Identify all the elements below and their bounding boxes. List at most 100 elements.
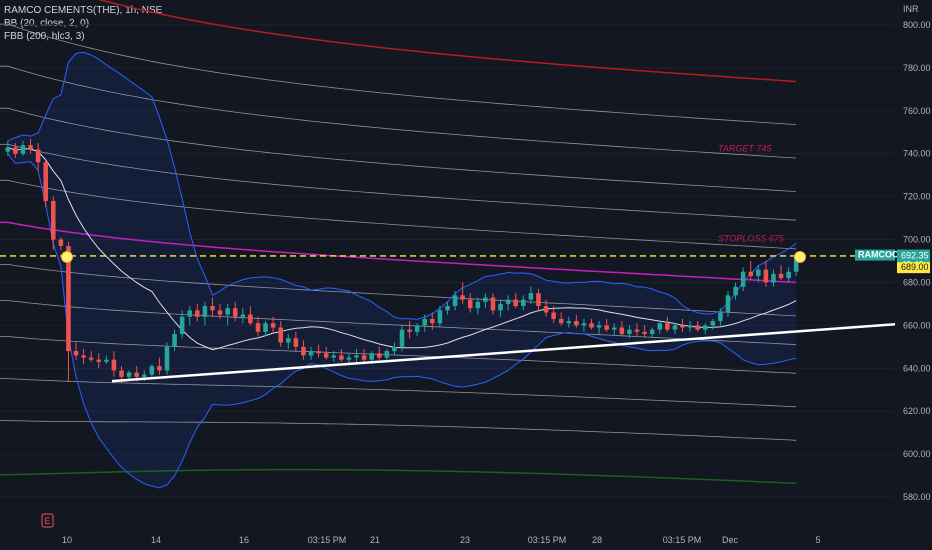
- alert-marker-left[interactable]: [61, 250, 73, 263]
- candle[interactable]: [467, 293, 473, 313]
- candle[interactable]: [301, 340, 306, 360]
- candle[interactable]: [323, 346, 329, 360]
- candle[interactable]: [536, 288, 541, 311]
- candle[interactable]: [202, 301, 208, 326]
- candle[interactable]: [521, 295, 526, 311]
- trendline[interactable]: [111, 323, 896, 383]
- candle[interactable]: [88, 351, 94, 362]
- candle[interactable]: [733, 282, 738, 300]
- symbol-tag[interactable]: RAMCOCEM: [858, 250, 912, 260]
- candle[interactable]: [66, 241, 71, 382]
- earnings-icon[interactable]: [41, 513, 54, 528]
- candle[interactable]: [665, 316, 670, 332]
- candle[interactable]: [96, 353, 102, 369]
- candle[interactable]: [210, 297, 215, 317]
- candle[interactable]: [611, 323, 617, 337]
- candle[interactable]: [164, 342, 170, 375]
- candle[interactable]: [680, 318, 685, 332]
- candle[interactable]: [702, 323, 708, 334]
- candle[interactable]: [187, 306, 193, 326]
- candle[interactable]: [278, 321, 283, 347]
- candle[interactable]: [687, 321, 693, 332]
- candle[interactable]: [354, 348, 359, 364]
- candle[interactable]: [483, 293, 488, 309]
- candle[interactable]: [627, 325, 632, 339]
- candle[interactable]: [392, 342, 397, 356]
- candle[interactable]: [308, 346, 314, 360]
- candle[interactable]: [361, 348, 367, 362]
- candle[interactable]: [445, 301, 450, 315]
- candle[interactable]: [232, 301, 238, 322]
- candle[interactable]: [248, 306, 253, 326]
- candle[interactable]: [725, 291, 731, 317]
- candle[interactable]: [316, 344, 321, 358]
- candle[interactable]: [634, 323, 640, 337]
- candle[interactable]: [596, 321, 602, 334]
- candle[interactable]: [28, 138, 33, 154]
- candle[interactable]: [225, 303, 230, 326]
- candle[interactable]: [740, 267, 746, 292]
- candle[interactable]: [407, 321, 412, 339]
- candle[interactable]: [5, 140, 11, 156]
- candle[interactable]: [771, 269, 776, 287]
- target-annotation[interactable]: TARGET 745: [718, 144, 772, 154]
- candle[interactable]: [346, 353, 352, 364]
- candle[interactable]: [255, 316, 261, 337]
- alert-marker-right[interactable]: [794, 250, 806, 263]
- candle[interactable]: [786, 267, 791, 283]
- candle[interactable]: [528, 286, 534, 304]
- candle[interactable]: [270, 316, 276, 334]
- candle[interactable]: [35, 143, 41, 171]
- candle[interactable]: [157, 357, 162, 375]
- candle[interactable]: [195, 303, 200, 322]
- candle[interactable]: [642, 325, 647, 339]
- candle[interactable]: [73, 342, 79, 360]
- candle[interactable]: [331, 351, 337, 362]
- candle[interactable]: [763, 261, 769, 287]
- candle[interactable]: [263, 321, 268, 337]
- candle[interactable]: [695, 321, 700, 332]
- candle[interactable]: [657, 321, 663, 334]
- candle[interactable]: [384, 348, 390, 362]
- candle[interactable]: [339, 348, 344, 362]
- candle[interactable]: [111, 351, 117, 377]
- candle[interactable]: [414, 323, 420, 337]
- candle[interactable]: [460, 282, 465, 304]
- candle[interactable]: [490, 293, 496, 315]
- candle[interactable]: [604, 318, 609, 332]
- candle[interactable]: [58, 237, 64, 251]
- candle[interactable]: [217, 303, 223, 319]
- candle[interactable]: [13, 143, 18, 159]
- candle[interactable]: [551, 306, 556, 324]
- candle[interactable]: [51, 196, 56, 251]
- candle[interactable]: [20, 140, 26, 156]
- candle[interactable]: [672, 323, 678, 334]
- candle[interactable]: [778, 265, 784, 281]
- candle[interactable]: [376, 346, 382, 360]
- candle[interactable]: [513, 293, 518, 309]
- candle[interactable]: [104, 355, 109, 364]
- candle[interactable]: [43, 160, 48, 208]
- candle[interactable]: [558, 312, 564, 326]
- candle[interactable]: [172, 329, 177, 352]
- candle[interactable]: [505, 295, 511, 311]
- candle[interactable]: [649, 327, 655, 339]
- candle[interactable]: [430, 312, 435, 330]
- candle[interactable]: [399, 325, 405, 352]
- candle[interactable]: [756, 265, 761, 283]
- candle[interactable]: [619, 321, 625, 337]
- candle[interactable]: [422, 314, 428, 332]
- candle[interactable]: [293, 331, 299, 352]
- candle[interactable]: [574, 314, 579, 328]
- candle[interactable]: [475, 297, 481, 315]
- stoploss-annotation[interactable]: STOPLOSS 675: [718, 234, 785, 244]
- candle[interactable]: [718, 308, 723, 326]
- candle[interactable]: [240, 308, 246, 324]
- candle[interactable]: [589, 318, 594, 330]
- candle[interactable]: [748, 261, 753, 281]
- candle[interactable]: [581, 318, 587, 332]
- candle[interactable]: [566, 316, 572, 328]
- candle[interactable]: [452, 291, 458, 311]
- candle[interactable]: [81, 348, 86, 364]
